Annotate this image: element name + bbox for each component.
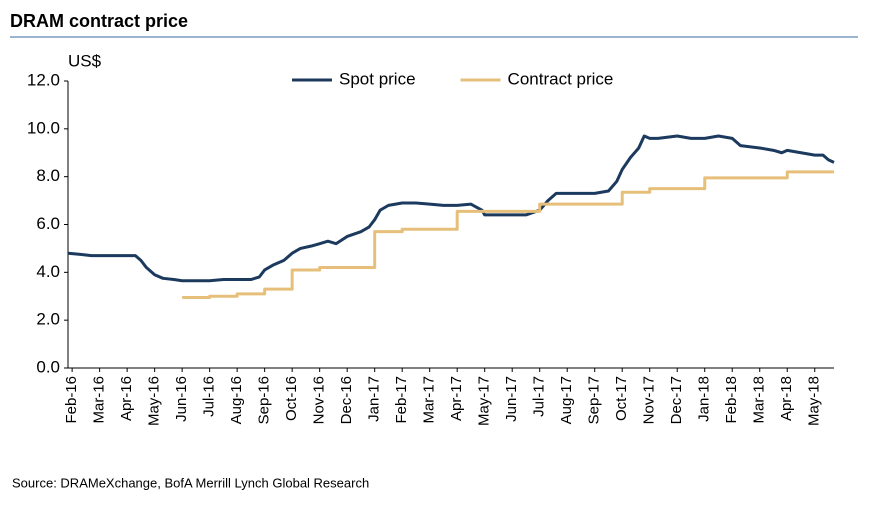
legend-label: Spot price [339,69,416,88]
y-tick-label: 8.0 [36,166,60,185]
y-axis-label: US$ [68,51,102,70]
y-tick-label: 0.0 [36,357,60,376]
x-tick-label: Nov-17 [641,376,658,424]
source: Source: DRAMeXchange, BofA Merrill Lynch… [12,475,369,490]
x-tick-label: Aug-16 [228,376,245,424]
y-tick-label: 4.0 [36,262,60,281]
x-tick-label: Feb-16 [63,376,80,424]
legend-label: Contract price [508,69,614,88]
y-tick-label: 2.0 [36,310,60,329]
y-tick-label: 10.0 [27,118,60,137]
chart-title: DRAM contract price [10,11,188,31]
x-tick-label: Jul-16 [201,376,218,417]
x-tick-label: Sep-16 [256,376,273,424]
x-tick-label: May-16 [146,376,163,426]
x-tick-label: Apr-17 [448,376,465,421]
x-tick-label: Sep-17 [586,376,603,424]
x-tick-label: Dec-16 [338,376,355,424]
x-tick-label: Nov-16 [311,376,328,424]
x-tick-label: Feb-17 [393,376,410,424]
y-tick-label: 12.0 [27,70,60,89]
x-tick-label: May-18 [806,376,823,426]
x-tick-label: Mar-17 [421,376,438,424]
x-tick-label: Feb-18 [723,376,740,424]
x-tick-label: Aug-17 [558,376,575,424]
x-tick-label: Jun-16 [173,376,190,422]
x-tick-label: May-17 [476,376,493,426]
x-tick-label: Oct-17 [613,376,630,421]
x-tick-label: Jan-18 [696,376,713,422]
y-tick-label: 6.0 [36,214,60,233]
x-tick-label: Apr-18 [778,376,795,421]
x-tick-label: Mar-16 [91,376,108,424]
series-line [67,134,835,283]
series-line [182,170,834,299]
x-tick-label: Mar-18 [751,376,768,424]
x-tick-label: Apr-16 [118,376,135,421]
x-tick-label: Jul-17 [531,376,548,417]
x-tick-label: Jun-17 [503,376,520,422]
x-tick-label: Oct-16 [283,376,300,421]
x-tick-label: Dec-17 [668,376,685,424]
x-tick-label: Jan-17 [366,376,383,422]
